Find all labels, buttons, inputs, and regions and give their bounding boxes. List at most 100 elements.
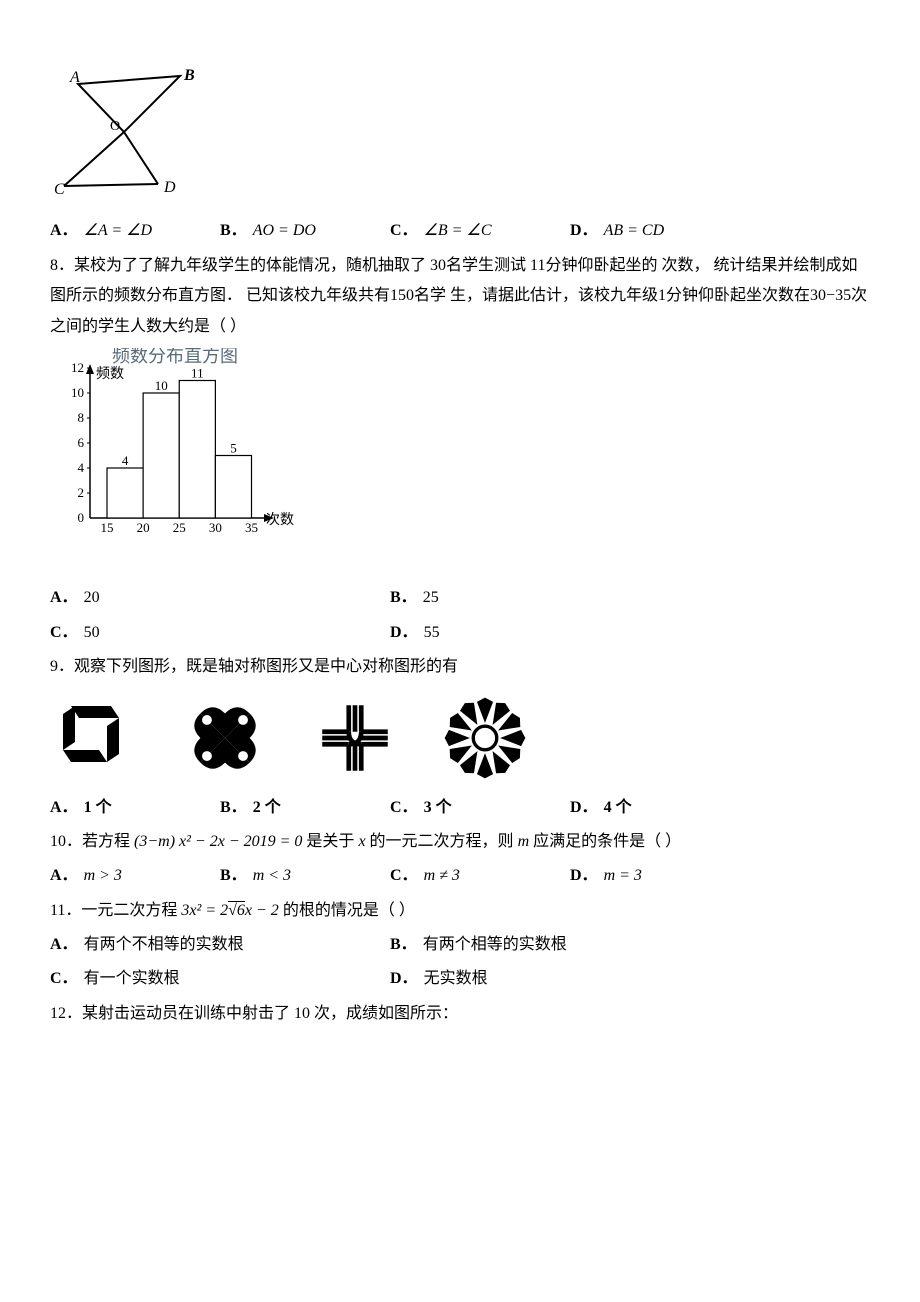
- q10-optD-text: m = 3: [604, 861, 642, 891]
- svg-text:频数: 频数: [96, 366, 124, 382]
- svg-text:2: 2: [78, 485, 85, 500]
- q7-label-a: A: [69, 69, 80, 86]
- svg-text:6: 6: [78, 435, 85, 450]
- q9-optB-label: B．: [220, 793, 247, 823]
- q8-options-row2: C．50 D．55: [50, 618, 870, 648]
- q8-p5: 分钟仰卧起坐次数在: [666, 287, 810, 304]
- q11-eq-right: x − 2: [245, 902, 279, 919]
- q8-optA-text: 20: [84, 583, 100, 613]
- q9-icon-2: [180, 693, 270, 783]
- q7-label-d: D: [163, 179, 176, 196]
- q11-optA-label: A．: [50, 930, 78, 960]
- svg-text:12: 12: [71, 360, 84, 375]
- svg-text:4: 4: [122, 453, 129, 468]
- svg-text:5: 5: [230, 440, 237, 455]
- q10-optC-label: C．: [390, 861, 418, 891]
- q8-one: 1: [658, 287, 666, 304]
- svg-text:11: 11: [191, 365, 204, 380]
- q8-options-row1: A．20 B．25: [50, 583, 870, 613]
- q9-optD-label: D．: [570, 793, 598, 823]
- q7-optD-label: D．: [570, 216, 598, 246]
- q10-optD-label: D．: [570, 861, 598, 891]
- q11-optD-label: D．: [390, 964, 418, 994]
- q11-optC-text: 有一个实数根: [84, 964, 180, 994]
- q11-prefix: 11．一元二次方程: [50, 902, 177, 919]
- q9-optB-text: 2 个: [253, 793, 281, 823]
- q11-suffix: 的根的情况是（ ）: [283, 902, 415, 919]
- q8-optD-text: 55: [424, 618, 440, 648]
- q11-options-row2: C．有一个实数根 D．无实数根: [50, 964, 870, 994]
- q8-n150: 150: [390, 287, 414, 304]
- q7-optB-label: B．: [220, 216, 247, 246]
- q8-n30: 30: [430, 257, 446, 274]
- svg-text:8: 8: [78, 410, 85, 425]
- q7-label-b: B: [183, 67, 195, 84]
- q10-m: m: [518, 833, 530, 850]
- svg-text:20: 20: [137, 520, 150, 535]
- q8-n11: 11: [530, 257, 545, 274]
- q10-x: x: [358, 833, 365, 850]
- q7-diagram: O A B C D: [50, 66, 870, 212]
- q11-eq-sqrt: √6: [228, 902, 245, 919]
- q9-icon-3: [310, 693, 400, 783]
- q8-chart: 频数分布直方图频数次数0246810124101151520253035: [50, 348, 870, 579]
- svg-text:30: 30: [209, 520, 222, 535]
- svg-text:次数: 次数: [266, 512, 294, 528]
- q10-mid2: 的一元二次方程，则: [370, 833, 514, 850]
- q10-optC-text: m ≠ 3: [424, 861, 460, 891]
- q11-stem: 11．一元二次方程 3x² = 2√6x − 2 的根的情况是（ ）: [50, 896, 870, 926]
- q9-icons: [50, 693, 870, 783]
- svg-text:35: 35: [245, 520, 258, 535]
- q9-icon-1: [50, 693, 140, 783]
- q8-optB-text: 25: [423, 583, 439, 613]
- q8-p1: 某校为了了解九年级学生的体能情况，随机抽取了: [74, 257, 430, 274]
- svg-text:10: 10: [71, 385, 84, 400]
- q7-label-c: C: [54, 181, 65, 198]
- svg-text:4: 4: [78, 460, 85, 475]
- q7-options: A．∠A = ∠D B．AO = DO C．∠B = ∠C D．AB = CD: [50, 216, 870, 246]
- q8-stem: 8．某校为了了解九年级学生的体能情况，随机抽取了 30名学生测试 11 分钟仰卧起…: [50, 251, 870, 342]
- q9-optD-text: 4 个: [604, 793, 632, 823]
- q7-label-o: O: [110, 119, 120, 134]
- q8-num: 8．: [50, 257, 74, 274]
- q11-options-row1: A．有两个不相等的实数根 B．有两个相等的实数根: [50, 930, 870, 960]
- q7-optD-text: AB = CD: [604, 216, 665, 246]
- q10-prefix: 10．若方程: [50, 833, 130, 850]
- q8-range: 30−35: [810, 287, 851, 304]
- svg-text:15: 15: [101, 520, 114, 535]
- q7-optA-label: A．: [50, 216, 78, 246]
- q9-options: A．1 个 B．2 个 C．3 个 D．4 个: [50, 793, 870, 823]
- q7-optC-label: C．: [390, 216, 418, 246]
- q7-optB-text: AO = DO: [253, 216, 316, 246]
- q11-eq-left: 3x² = 2: [181, 902, 228, 919]
- q8-p2: 名学生测试: [446, 257, 530, 274]
- q9-icon-4: [440, 693, 530, 783]
- q8-optD-label: D．: [390, 618, 418, 648]
- svg-text:25: 25: [173, 520, 186, 535]
- q11-optC-label: C．: [50, 964, 78, 994]
- q9-stem: 9．观察下列图形，既是轴对称图形又是中心对称图形的有: [50, 652, 870, 682]
- q11-optB-text: 有两个相等的实数根: [423, 930, 567, 960]
- q10-optB-label: B．: [220, 861, 247, 891]
- q8-p4: 名学 生，请据此估计，该校九年级: [414, 287, 658, 304]
- svg-text:0: 0: [78, 510, 85, 525]
- q10-mid: 是关于: [306, 833, 354, 850]
- q8-optB-label: B．: [390, 583, 417, 613]
- q11-optA-text: 有两个不相等的实数根: [84, 930, 244, 960]
- q10-optA-text: m > 3: [84, 861, 122, 891]
- q9-optC-text: 3 个: [424, 793, 452, 823]
- q10-optB-text: m < 3: [253, 861, 291, 891]
- q9-optA-label: A．: [50, 793, 78, 823]
- q9-optC-label: C．: [390, 793, 418, 823]
- q8-optC-text: 50: [84, 618, 100, 648]
- q10-options: A．m > 3 B．m < 3 C．m ≠ 3 D．m = 3: [50, 861, 870, 891]
- svg-text:10: 10: [155, 378, 168, 393]
- q11-optD-text: 无实数根: [424, 964, 488, 994]
- q10-eq: (3−m) x² − 2x − 2019 = 0: [134, 833, 302, 850]
- q10-stem: 10．若方程 (3−m) x² − 2x − 2019 = 0 是关于 x 的一…: [50, 827, 870, 857]
- q10-optA-label: A．: [50, 861, 78, 891]
- q9-optA-text: 1 个: [84, 793, 112, 823]
- q7-optC-text: ∠B = ∠C: [424, 216, 492, 246]
- q7-optA-text: ∠A = ∠D: [84, 216, 153, 246]
- q12-stem: 12．某射击运动员在训练中射击了 10 次，成绩如图所示：: [50, 999, 870, 1029]
